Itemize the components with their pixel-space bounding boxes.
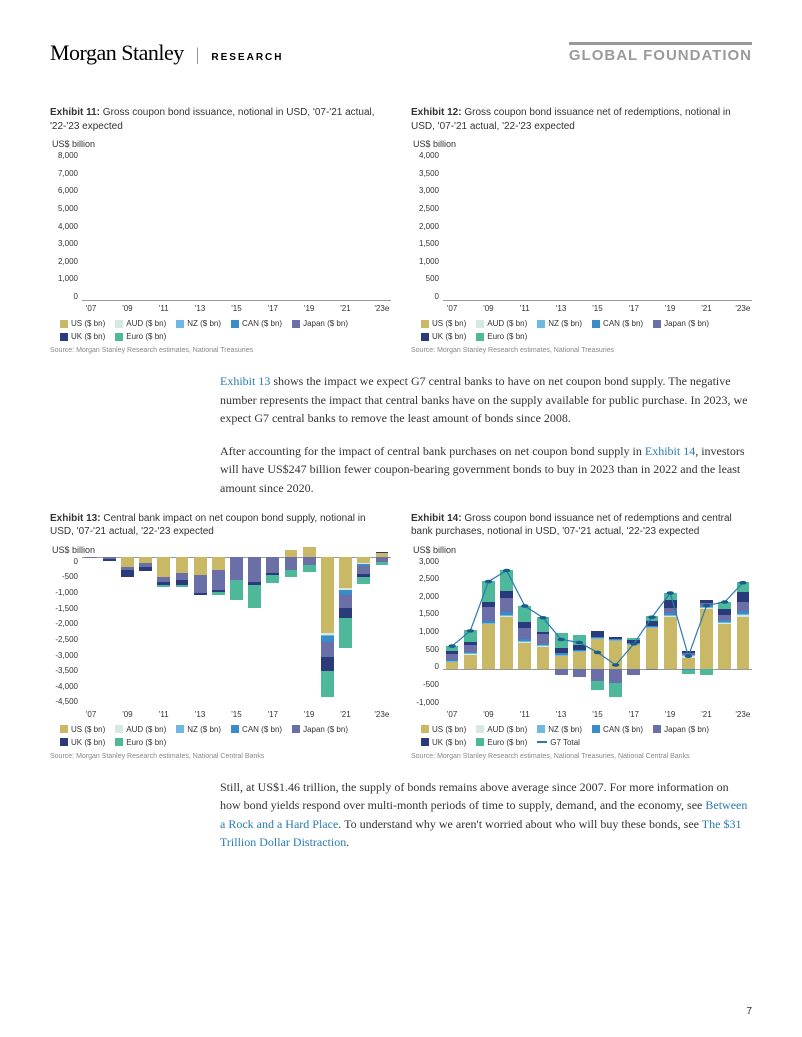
exhibit-14-legend: US ($ bn) AUD ($ bn) NZ ($ bn) CAN ($ bn) Ja… xyxy=(421,725,752,747)
exhibit-11-source: Source: Morgan Stanley Research estimate… xyxy=(50,347,391,354)
legend-item-uk: UK ($ bn) xyxy=(60,738,105,747)
charts-row-2: Exhibit 13: Central bank impact on net c… xyxy=(50,512,752,760)
exhibit-11-legend: US ($ bn) AUD ($ bn) NZ ($ bn) CAN ($ bn) Ja… xyxy=(60,319,391,341)
exhibit-12-title: Exhibit 12: Gross coupon bond issuance n… xyxy=(411,106,752,133)
exhibit-12-plot xyxy=(443,151,752,301)
legend-item-can: CAN ($ bn) xyxy=(592,725,643,734)
legend-item-us: US ($ bn) xyxy=(60,725,105,734)
exhibit-13-title: Exhibit 13: Central bank impact on net c… xyxy=(50,512,391,539)
exhibit-13-source: Source: Morgan Stanley Research estimate… xyxy=(50,753,391,760)
legend-item-can: CAN ($ bn) xyxy=(592,319,643,328)
legend-item-nz: NZ ($ bn) xyxy=(537,319,582,328)
header-brand: GLOBAL FOUNDATION xyxy=(569,42,752,64)
legend-item-japan: Japan ($ bn) xyxy=(653,319,709,328)
exhibit-11-chart: 8,0007,0006,0005,0004,0003,0002,0001,000… xyxy=(50,151,391,301)
exhibit-11-ylabel: US$ billion xyxy=(52,139,391,149)
exhibit-14-title: Exhibit 14: Gross coupon bond issuance n… xyxy=(411,512,752,539)
charts-row-1: Exhibit 11: Gross coupon bond issuance, … xyxy=(50,106,752,354)
exhibit-12-ylabel: US$ billion xyxy=(413,139,752,149)
exhibit-13-yaxis: 0-500-1,000-1,500-2,000-2,500-3,000-3,50… xyxy=(50,557,82,707)
legend-item-aud: AUD ($ bn) xyxy=(476,319,527,328)
legend-item-us: US ($ bn) xyxy=(421,319,466,328)
legend-item-g7: G7 Total xyxy=(537,738,580,747)
exhibit-11-xaxis: '07'09'11'13'15'17'19'21'23e xyxy=(82,304,391,313)
legend-item-japan: Japan ($ bn) xyxy=(653,725,709,734)
exhibit-14-title-bold: Exhibit 14: xyxy=(411,513,462,524)
exhibit-14-source: Source: Morgan Stanley Research estimate… xyxy=(411,753,752,760)
legend-item-uk: UK ($ bn) xyxy=(60,332,105,341)
page-header: Morgan Stanley | RESEARCH GLOBAL FOUNDAT… xyxy=(50,40,752,66)
exhibit-12-title-bold: Exhibit 12: xyxy=(411,107,462,118)
exhibit-11-plot xyxy=(82,151,391,301)
legend-item-euro: Euro ($ bn) xyxy=(115,332,166,341)
exhibit-14: Exhibit 14: Gross coupon bond issuance n… xyxy=(411,512,752,760)
exhibit-12-yaxis: 4,0003,5003,0002,5002,0001,5001,0005000 xyxy=(411,151,443,301)
page-number: 7 xyxy=(746,1006,752,1017)
exhibit-14-chart: 3,0002,5002,0001,5001,0005000-500-1,000 xyxy=(411,557,752,707)
exhibit-14-xaxis: '07'09'11'13'15'17'19'21'23e xyxy=(443,710,752,719)
legend-item-can: CAN ($ bn) xyxy=(231,319,282,328)
legend-item-euro: Euro ($ bn) xyxy=(476,332,527,341)
exhibit-14-yaxis: 3,0002,5002,0001,5001,0005000-500-1,000 xyxy=(411,557,443,707)
exhibit-14-plot xyxy=(443,557,752,707)
exhibit-12-chart: 4,0003,5003,0002,5002,0001,5001,0005000 xyxy=(411,151,752,301)
header-section: RESEARCH xyxy=(211,52,283,63)
legend-item-euro: Euro ($ bn) xyxy=(476,738,527,747)
paragraph-1: Exhibit 13 shows the impact we expect G7… xyxy=(220,372,752,428)
exhibit-13-chart: 0-500-1,000-1,500-2,000-2,500-3,000-3,50… xyxy=(50,557,391,707)
paragraph-3-mid: . To understand why we aren't worried ab… xyxy=(338,817,701,831)
exhibit-12-legend: US ($ bn) AUD ($ bn) NZ ($ bn) CAN ($ bn) Ja… xyxy=(421,319,752,341)
legend-item-can: CAN ($ bn) xyxy=(231,725,282,734)
exhibit-12: Exhibit 12: Gross coupon bond issuance n… xyxy=(411,106,752,354)
legend-item-nz: NZ ($ bn) xyxy=(537,725,582,734)
legend-item-uk: UK ($ bn) xyxy=(421,738,466,747)
exhibit-13-ylabel: US$ billion xyxy=(52,545,391,555)
legend-item-aud: AUD ($ bn) xyxy=(476,725,527,734)
exhibit-13: Exhibit 13: Central bank impact on net c… xyxy=(50,512,391,760)
exhibit-12-xaxis: '07'09'11'13'15'17'19'21'23e xyxy=(443,304,752,313)
header-divider: | xyxy=(196,44,200,65)
header-left: Morgan Stanley | RESEARCH xyxy=(50,40,283,66)
exhibit-11-yaxis: 8,0007,0006,0005,0004,0003,0002,0001,000… xyxy=(50,151,82,301)
legend-item-aud: AUD ($ bn) xyxy=(115,725,166,734)
exhibit-13-plot xyxy=(82,557,391,707)
paragraph-3-pre: Still, at US$1.46 trillion, the supply o… xyxy=(220,780,729,813)
exhibit-14-ylabel: US$ billion xyxy=(413,545,752,555)
exhibit-13-xaxis: '07'09'11'13'15'17'19'21'23e xyxy=(82,710,391,719)
paragraph-2-pre: After accounting for the impact of centr… xyxy=(220,444,645,458)
exhibit-11-title: Exhibit 11: Gross coupon bond issuance, … xyxy=(50,106,391,133)
paragraph-3-post: . xyxy=(346,835,349,849)
exhibit-11: Exhibit 11: Gross coupon bond issuance, … xyxy=(50,106,391,354)
exhibit-13-title-bold: Exhibit 13: xyxy=(50,513,101,524)
exhibit-11-title-bold: Exhibit 11: xyxy=(50,107,100,118)
legend-item-uk: UK ($ bn) xyxy=(421,332,466,341)
exhibit-13-legend: US ($ bn) AUD ($ bn) NZ ($ bn) CAN ($ bn) Ja… xyxy=(60,725,391,747)
legend-item-nz: NZ ($ bn) xyxy=(176,725,221,734)
paragraph-2: After accounting for the impact of centr… xyxy=(220,442,752,498)
exhibit-12-source: Source: Morgan Stanley Research estimate… xyxy=(411,347,752,354)
link-exhibit-13[interactable]: Exhibit 13 xyxy=(220,374,270,388)
legend-item-aud: AUD ($ bn) xyxy=(115,319,166,328)
paragraph-3: Still, at US$1.46 trillion, the supply o… xyxy=(220,778,752,852)
paragraph-1-text: shows the impact we expect G7 central ba… xyxy=(220,374,748,425)
legend-item-us: US ($ bn) xyxy=(421,725,466,734)
legend-item-japan: Japan ($ bn) xyxy=(292,725,348,734)
link-exhibit-14[interactable]: Exhibit 14 xyxy=(645,444,695,458)
legend-item-nz: NZ ($ bn) xyxy=(176,319,221,328)
legend-item-euro: Euro ($ bn) xyxy=(115,738,166,747)
legend-item-japan: Japan ($ bn) xyxy=(292,319,348,328)
logo: Morgan Stanley xyxy=(50,40,184,66)
legend-item-us: US ($ bn) xyxy=(60,319,105,328)
